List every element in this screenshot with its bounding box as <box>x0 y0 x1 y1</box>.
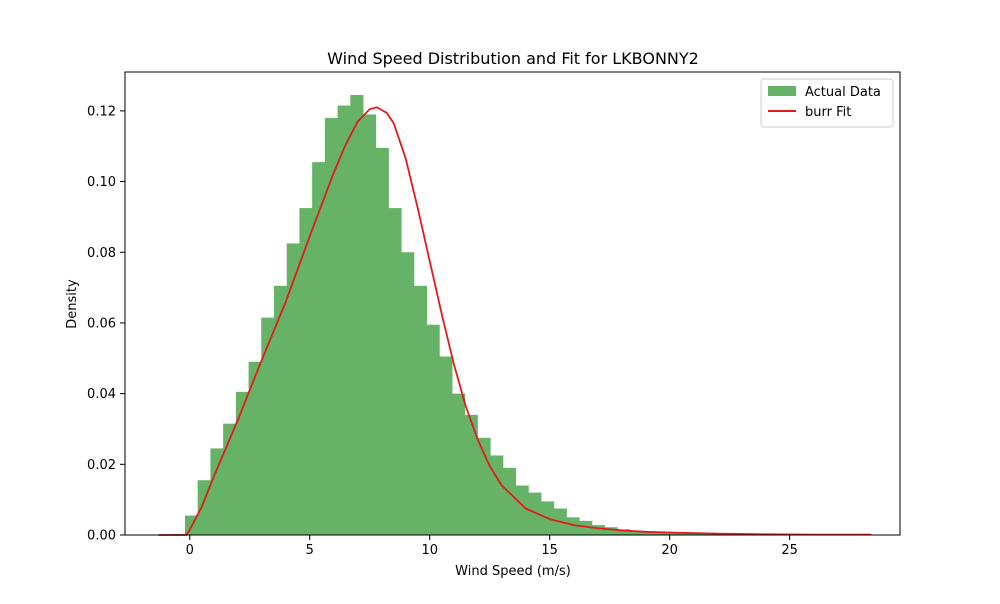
histogram-bar <box>350 95 363 535</box>
histogram-bar <box>236 392 249 535</box>
histogram-bar <box>338 106 351 535</box>
y-tick-label: 0.12 <box>87 104 116 119</box>
y-tick-label: 0.04 <box>87 387 116 402</box>
y-axis-label: Density <box>65 279 80 329</box>
x-tick-label: 5 <box>306 543 314 558</box>
histogram-bar <box>414 286 427 535</box>
histogram-bar <box>287 243 300 535</box>
legend-swatch-actual-data <box>768 86 796 96</box>
x-tick-label: 25 <box>781 543 798 558</box>
histogram-bar <box>503 468 516 535</box>
y-tick-label: 0.02 <box>87 458 116 473</box>
histogram-bar <box>363 114 376 535</box>
legend-label-burr-fit: burr Fit <box>805 105 851 120</box>
histogram-bar <box>452 394 465 535</box>
x-tick-label: 10 <box>421 543 438 558</box>
histogram-bar <box>401 252 414 535</box>
histogram-bar <box>490 455 503 535</box>
x-tick-label: 20 <box>661 543 678 558</box>
histogram-bar <box>427 325 440 535</box>
histogram-bar <box>516 486 529 535</box>
histogram-bar <box>312 162 325 535</box>
y-tick-label: 0.06 <box>87 316 116 331</box>
chart-title: Wind Speed Distribution and Fit for LKBO… <box>327 49 699 68</box>
histogram-bar <box>376 148 389 535</box>
x-tick-label: 15 <box>541 543 558 558</box>
legend-label-actual-data: Actual Data <box>805 85 881 100</box>
y-tick-label: 0.08 <box>87 246 116 261</box>
y-tick-label: 0.10 <box>87 175 116 190</box>
histogram-bar <box>439 357 452 535</box>
histogram-bar <box>592 525 605 535</box>
histogram-bar <box>388 208 401 535</box>
histogram-bar <box>261 318 274 535</box>
x-axis-label: Wind Speed (m/s) <box>455 564 571 579</box>
y-tick-label: 0.00 <box>87 529 116 544</box>
legend: Actual Data burr Fit <box>761 79 893 127</box>
histogram-bar <box>210 448 223 535</box>
x-tick-label: 0 <box>186 543 194 558</box>
